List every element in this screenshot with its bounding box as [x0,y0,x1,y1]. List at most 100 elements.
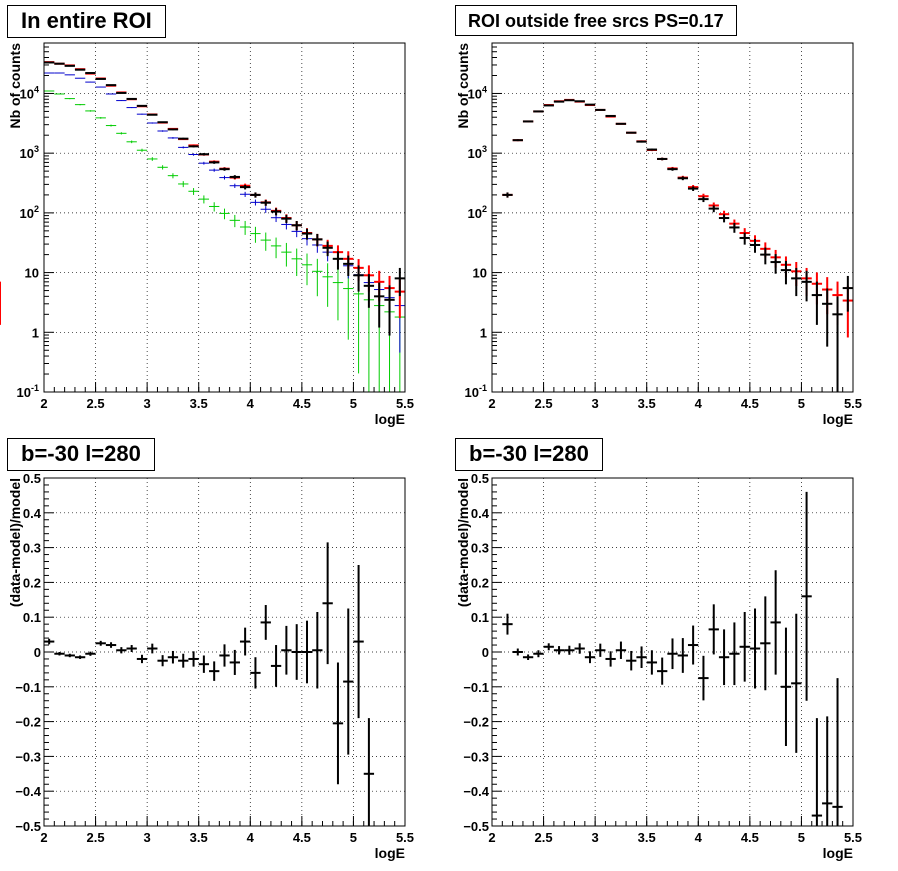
data-point [332,662,344,785]
data-point [729,622,740,686]
data-point [147,122,158,124]
data-point [147,157,158,161]
data-point [198,161,210,165]
x-tick-label: 4 [247,396,255,411]
data-point [229,183,240,188]
data-point [105,93,117,95]
data-point [384,285,395,336]
y-tick-label: 0.2 [471,575,489,590]
panel-title-top-left: In entire ROI [7,5,166,38]
data-point [749,238,761,253]
data-point [353,276,364,374]
data-point [260,232,271,251]
data-point [250,199,261,206]
series-data [44,542,375,826]
x-tick-label: 4 [247,830,255,845]
data-point [564,645,575,655]
data-point [281,214,292,224]
y-tick-label: −0.5 [15,819,41,834]
y-tick-label: −0.1 [463,680,489,695]
data-point [657,657,668,685]
data-point [698,655,709,701]
x-tick-label: 3 [144,396,151,411]
series-model [44,61,405,319]
data-point [301,253,313,286]
data-point [64,653,75,658]
data-point [708,604,719,655]
x-tick-label: 2 [40,830,47,845]
y-tick-label: 0.5 [23,471,41,486]
data-point [126,107,137,109]
data-point [167,650,179,664]
y-tick-label: −0.4 [463,784,489,799]
data-point [178,181,189,188]
data-point [209,661,220,681]
data-point [301,228,313,240]
data-point [574,100,585,103]
data-point [343,608,354,755]
data-point [739,611,750,682]
data-point [564,99,575,102]
x-tick-label: 3.5 [190,396,208,411]
x-axis-label: logE [823,845,853,861]
data-point [708,205,719,213]
data-point [105,642,117,648]
data-point [239,627,251,656]
y-tick-label: 103 [468,144,487,161]
data-point [801,270,812,302]
y-tick-label: −0.1 [15,680,41,695]
data-point [198,195,210,204]
data-point [522,654,534,661]
data-point [718,214,730,223]
data-point [239,184,251,190]
data-point [626,650,637,671]
data-point [250,192,261,198]
data-point [167,128,179,131]
data-point [188,153,199,156]
x-tick-label: 2.5 [87,830,105,845]
y-axis-label: Nb of counts [7,43,23,129]
data-point [832,296,843,392]
data-point [260,199,271,206]
data-point [54,652,65,656]
data-point [178,653,189,668]
y-tick-label: −0.2 [15,715,41,730]
data-point [646,650,658,675]
data-point [353,265,364,292]
data-point [770,570,781,675]
y-tick-label: 103 [20,144,39,161]
data-point [718,629,730,686]
data-point [739,232,750,245]
data-point [260,206,271,213]
data-point [85,81,96,83]
data-point [363,274,375,308]
data-point [198,153,210,156]
x-tick-label: 4.5 [741,396,759,411]
data-point [167,137,179,139]
data-point [822,288,833,347]
data-point [198,655,210,673]
data-point [791,267,802,297]
data-point [543,643,554,651]
data-point [105,84,117,87]
data-point [502,613,513,635]
y-axis-label: (data-model)/model [7,478,23,607]
data-point [512,648,523,656]
data-point [167,173,179,179]
y-tick-label: 102 [468,204,487,221]
data-point [54,93,65,95]
y-tick-label: 10-1 [465,383,487,400]
data-point [553,100,565,103]
data-point [770,254,781,274]
data-point [74,77,86,79]
data-point [312,611,323,689]
data-point [322,542,333,665]
y-tick-label: 0.1 [471,610,489,625]
data-point [219,175,230,180]
data-point [147,643,158,654]
y-tick-label: 0 [34,645,41,660]
series-data [502,491,843,826]
data-point [74,103,86,106]
